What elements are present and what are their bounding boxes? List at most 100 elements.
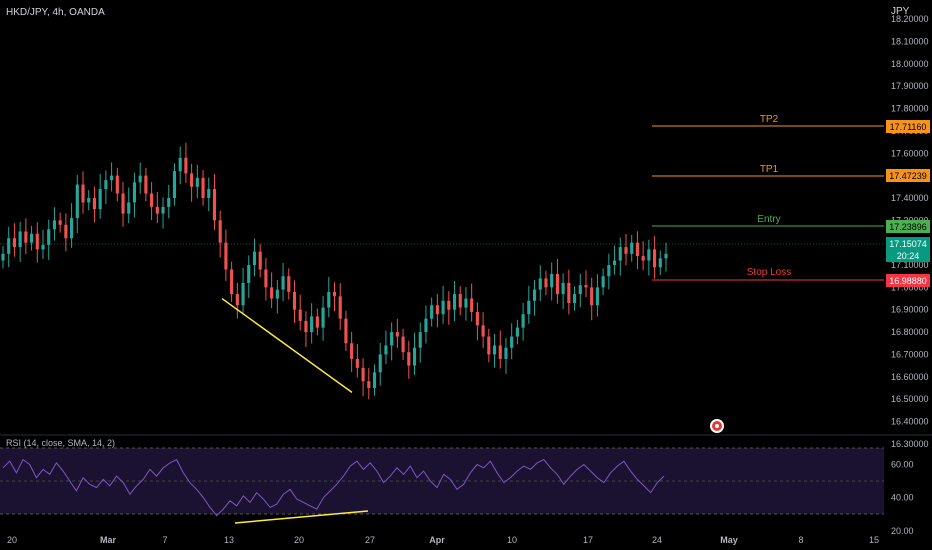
price-tick-label: 17.10000 xyxy=(891,260,929,270)
candle-body xyxy=(298,309,302,321)
candle-body xyxy=(178,157,182,172)
candle-body xyxy=(452,294,457,310)
candle-body xyxy=(567,282,571,304)
time-tick-label: 27 xyxy=(365,535,375,545)
stop-loss-price-tag xyxy=(886,274,930,287)
candle-body xyxy=(224,242,228,270)
candle-body xyxy=(58,220,62,225)
rsi-trendline[interactable] xyxy=(234,510,369,524)
candle-body xyxy=(184,157,188,174)
candle-body xyxy=(70,218,74,239)
candle-body xyxy=(412,347,417,366)
candle-body xyxy=(7,238,11,254)
candle-body xyxy=(630,242,634,254)
candle-body xyxy=(521,314,525,328)
price-tick-label: 16.30000 xyxy=(891,439,929,449)
candle-body xyxy=(270,287,274,299)
candle-body xyxy=(561,282,565,295)
candle-body xyxy=(641,256,645,261)
candle-body xyxy=(110,175,114,181)
candle-body xyxy=(132,182,137,203)
candle-body xyxy=(190,173,194,187)
candle-body xyxy=(281,276,285,290)
candle-body xyxy=(172,171,177,198)
price-tick-label: 17.80000 xyxy=(891,104,929,114)
candle-body xyxy=(401,336,405,353)
time-tick-label: 24 xyxy=(652,535,662,545)
price-tick-label: 17.60000 xyxy=(891,148,929,158)
candle-body xyxy=(127,202,131,214)
entry-price-tag xyxy=(886,220,930,233)
time-tick-label: 15 xyxy=(869,535,879,545)
candle-body xyxy=(504,347,508,359)
price-tick-label: 18.20000 xyxy=(891,14,929,24)
current-price: 17.15074 xyxy=(889,239,927,249)
time-tick-label: 10 xyxy=(507,535,517,545)
time-tick-label: Mar xyxy=(100,535,117,545)
candle-body xyxy=(555,273,559,295)
currency-label: JPY xyxy=(891,6,910,17)
rsi-indicator-label[interactable]: RSI (14, close, SMA, 14, 2) xyxy=(6,438,115,448)
candle-body xyxy=(435,305,439,315)
time-tick-label: 7 xyxy=(162,535,167,545)
candle-body xyxy=(115,175,119,194)
candle-body xyxy=(492,345,497,355)
candle-body xyxy=(470,298,474,312)
candle-body xyxy=(550,273,554,288)
price-tick-label: 18.00000 xyxy=(891,59,929,69)
candle-body xyxy=(24,231,28,243)
candle-body xyxy=(64,224,68,239)
candle-body xyxy=(515,327,519,337)
candle-body xyxy=(155,206,159,214)
candle-body xyxy=(81,184,85,203)
candle-body xyxy=(355,358,359,368)
candle-body xyxy=(578,285,582,295)
candle-body xyxy=(30,233,34,243)
price-tick-label: 16.90000 xyxy=(891,305,929,315)
candle-body xyxy=(321,307,325,328)
candle-body xyxy=(327,291,331,308)
stop-loss-label: Stop Loss xyxy=(747,267,791,278)
candle-body xyxy=(258,251,262,270)
entry-price: 17.23896 xyxy=(889,222,927,232)
candle-body xyxy=(430,305,434,319)
rsi-tick-label: 40.00 xyxy=(891,493,914,503)
price-tick-label: 16.70000 xyxy=(891,349,929,359)
candle-body xyxy=(607,265,611,277)
candle-body xyxy=(104,180,108,190)
tp1-label: TP1 xyxy=(760,164,779,175)
candle-body xyxy=(584,285,588,288)
candle-body xyxy=(390,332,394,346)
candle-body xyxy=(241,282,245,306)
candle-body xyxy=(218,220,222,243)
rsi-axis: 60.00 40.00 20.00 xyxy=(891,460,914,537)
symbol-title[interactable]: HKD/JPY, 4h, OANDA xyxy=(6,7,105,18)
candle-body xyxy=(275,289,279,299)
price-trendline[interactable] xyxy=(221,297,353,394)
tp2-label: TP2 xyxy=(760,114,779,125)
tp1-price-tag xyxy=(886,169,930,182)
candle-body xyxy=(658,258,662,268)
tp2-price: 17.71160 xyxy=(890,122,927,132)
price-tick-label: 16.80000 xyxy=(891,327,929,337)
candle-body xyxy=(121,193,125,214)
candle-body xyxy=(572,294,577,304)
candle-body xyxy=(601,276,605,288)
candle-body xyxy=(618,247,622,261)
candle-body xyxy=(292,291,297,310)
candle-body xyxy=(12,238,17,248)
candle-body xyxy=(361,367,365,382)
candle-body xyxy=(167,197,171,207)
candle-body xyxy=(350,343,354,359)
time-axis: 20 Mar 7 13 20 27 Apr 10 17 24 May 8 15 xyxy=(7,535,879,545)
candle-body xyxy=(612,260,617,266)
candle-body xyxy=(378,354,382,373)
candle-body xyxy=(344,318,348,344)
candle-body xyxy=(332,291,337,297)
candle-body xyxy=(144,175,148,194)
bar-countdown: 20:24 xyxy=(897,251,920,261)
time-tick-label: 8 xyxy=(798,535,803,545)
candle-body xyxy=(75,184,79,219)
candle-body xyxy=(212,189,217,221)
